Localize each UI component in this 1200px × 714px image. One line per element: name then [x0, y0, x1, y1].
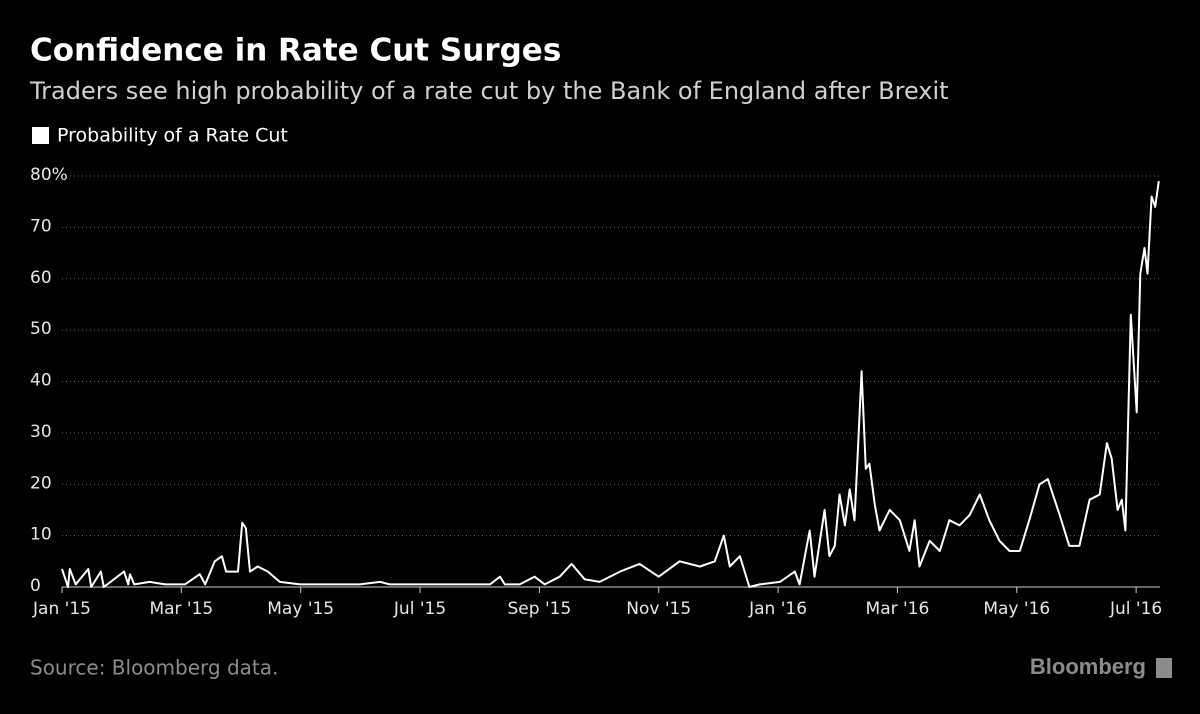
y-tick-label: 20	[30, 473, 52, 493]
x-tick-label: Mar '15	[149, 599, 213, 619]
x-tick-label: Jan '16	[748, 599, 807, 619]
legend-label: Probability of a Rate Cut	[57, 125, 288, 147]
x-tick-label: Jan '15	[32, 599, 91, 619]
data-line	[61, 180, 1160, 588]
brand-icon	[1156, 658, 1172, 678]
y-tick-label: 80%	[30, 165, 68, 185]
source: Source: Bloomberg data.	[30, 656, 278, 680]
y-tick-label: 0	[30, 576, 41, 596]
x-tick-label: May '15	[267, 599, 334, 619]
chart-title: Confidence in Rate Cut Surges	[30, 33, 561, 69]
y-tick-label: 50	[30, 319, 52, 339]
y-tick-label: 40	[30, 371, 52, 391]
x-tick-label: Jul '15	[393, 599, 446, 619]
x-tick-label: Nov '15	[626, 599, 691, 619]
x-tick-label: Mar '16	[866, 599, 930, 619]
legend-swatch	[32, 127, 49, 144]
y-tick-label: 60	[30, 268, 52, 288]
x-tick-label: Jul '16	[1109, 599, 1162, 619]
y-tick-label: 10	[30, 525, 52, 545]
brand: Bloomberg	[1030, 654, 1146, 679]
y-tick-label: 30	[30, 422, 52, 442]
y-tick-label: 70	[30, 216, 52, 236]
x-tick-label: Sep '15	[508, 599, 572, 619]
chart-subtitle: Traders see high probability of a rate c…	[29, 77, 949, 105]
x-tick-label: May '16	[983, 599, 1050, 619]
